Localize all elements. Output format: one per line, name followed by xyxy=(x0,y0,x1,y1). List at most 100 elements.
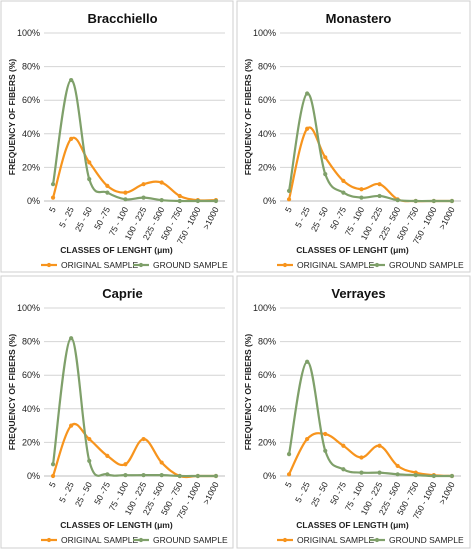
y-tick-label: 100% xyxy=(253,303,276,313)
data-point xyxy=(341,443,346,448)
chart-title: Monastero xyxy=(326,11,392,26)
data-point xyxy=(177,193,182,199)
data-point xyxy=(69,136,74,141)
y-tick-label: 0% xyxy=(263,196,276,206)
data-point xyxy=(377,182,382,187)
data-point xyxy=(395,472,400,477)
data-point xyxy=(341,467,346,472)
data-point xyxy=(323,448,328,453)
data-point xyxy=(286,452,292,457)
data-point xyxy=(305,359,310,364)
y-tick-label: 40% xyxy=(22,129,40,139)
y-tick-label: 80% xyxy=(22,62,40,72)
data-point xyxy=(50,462,56,467)
panel-frame xyxy=(236,275,471,549)
data-point xyxy=(413,473,418,478)
panel-frame xyxy=(0,0,234,273)
y-tick-label: 40% xyxy=(258,129,276,139)
data-point xyxy=(123,197,128,202)
data-point xyxy=(377,443,382,448)
series-line xyxy=(287,360,454,478)
legend-marker xyxy=(282,262,288,268)
data-point xyxy=(105,183,110,188)
data-point xyxy=(69,423,74,428)
series-line xyxy=(51,136,218,202)
data-point xyxy=(50,473,56,479)
data-point xyxy=(359,195,364,200)
data-point xyxy=(395,198,400,203)
data-point xyxy=(431,198,436,204)
y-tick-label: 80% xyxy=(258,62,276,72)
data-point xyxy=(87,160,92,165)
data-point xyxy=(323,172,328,177)
data-point xyxy=(105,472,110,477)
x-axis-label: CLASSES OF LENGTH (μm) xyxy=(296,520,409,530)
series-line xyxy=(287,432,454,478)
data-point xyxy=(213,473,219,479)
series-line xyxy=(51,78,218,203)
y-tick-label: 100% xyxy=(17,303,40,313)
legend-marker xyxy=(282,537,288,543)
legend-label: ORIGINAL SAMPLE xyxy=(61,535,138,545)
y-tick-label: 20% xyxy=(258,437,276,447)
x-axis-label: CLASSES OF LENGHT (μm) xyxy=(296,245,409,255)
data-point xyxy=(50,195,56,200)
y-tick-label: 60% xyxy=(258,95,276,105)
data-point xyxy=(141,182,146,187)
data-point xyxy=(87,458,92,463)
data-point xyxy=(177,198,182,204)
data-point xyxy=(323,431,328,437)
y-tick-label: 20% xyxy=(22,162,40,172)
data-point xyxy=(305,91,310,96)
legend-marker xyxy=(46,262,52,268)
legend-label: ORIGINAL SAMPLE xyxy=(61,260,138,270)
data-point xyxy=(105,190,110,195)
data-point xyxy=(195,473,200,479)
y-tick-label: 0% xyxy=(27,471,40,481)
data-point xyxy=(123,190,128,195)
data-point xyxy=(359,470,364,475)
legend-label: GROUND SAMPLE xyxy=(389,535,464,545)
data-point xyxy=(305,436,310,442)
x-axis-label: CLASSES OF LENGHT (μm) xyxy=(60,245,173,255)
legend-label: ORIGINAL SAMPLE xyxy=(297,535,374,545)
y-tick-label: 100% xyxy=(253,28,276,38)
data-point xyxy=(341,178,346,183)
y-tick-label: 0% xyxy=(263,471,276,481)
data-point xyxy=(159,473,164,478)
data-point xyxy=(87,177,92,182)
chart-title: Bracchiello xyxy=(87,11,157,26)
data-point xyxy=(449,198,455,204)
legend-label: ORIGINAL SAMPLE xyxy=(297,260,374,270)
chart-title: Verrayes xyxy=(331,286,385,301)
y-tick-label: 40% xyxy=(22,404,40,414)
legend-label: GROUND SAMPLE xyxy=(153,260,228,270)
y-tick-label: 80% xyxy=(258,337,276,347)
data-point xyxy=(141,473,146,478)
y-axis-label: FREQUENCY OF FIBERS (%) xyxy=(243,334,253,451)
panel-frame xyxy=(0,275,234,549)
data-point xyxy=(323,155,328,160)
data-point xyxy=(69,336,74,341)
chart-panel: Caprie 0% 20% 40% 60% 80% 100% FREQUENCY OF FIB… xyxy=(0,275,234,549)
data-point xyxy=(123,462,128,467)
x-axis-label: CLASSES OF LENGTH (μm) xyxy=(60,520,173,530)
data-point xyxy=(213,198,219,204)
data-point xyxy=(159,180,164,185)
x-tick-label: 5 xyxy=(47,480,58,489)
data-point xyxy=(141,436,146,442)
data-point xyxy=(305,126,310,131)
data-point xyxy=(341,190,346,195)
legend-marker xyxy=(46,537,52,543)
data-point xyxy=(286,188,292,194)
legend-label: GROUND SAMPLE xyxy=(389,260,464,270)
chart-panel: Monastero 0% 20% 40% 60% 80% 100% FREQUENCY OF … xyxy=(236,0,471,273)
y-tick-label: 60% xyxy=(22,95,40,105)
data-point xyxy=(105,453,110,458)
data-point xyxy=(123,473,128,478)
x-tick-label: 5 xyxy=(47,205,58,214)
y-tick-label: 100% xyxy=(17,28,40,38)
data-point xyxy=(286,472,292,477)
y-tick-label: 0% xyxy=(27,196,40,206)
